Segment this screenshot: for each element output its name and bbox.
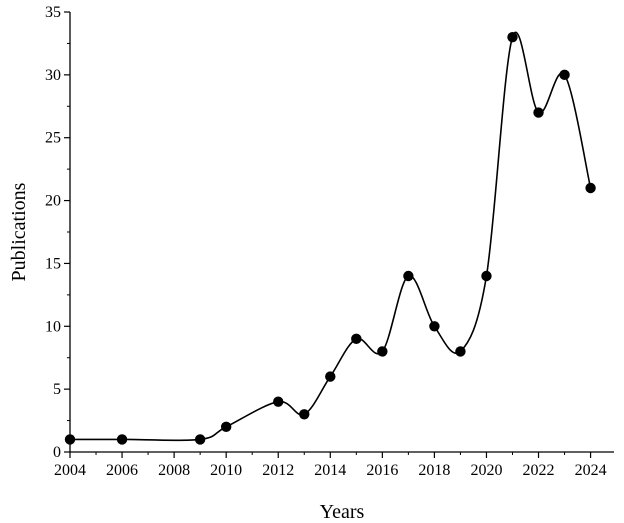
data-point — [481, 270, 492, 282]
x-tick-label: 2008 — [158, 462, 190, 479]
data-point — [351, 333, 362, 345]
data-point — [325, 371, 336, 382]
data-point — [194, 434, 206, 445]
x-tick-label: 2004 — [54, 462, 86, 479]
y-tick-label: 0 — [53, 444, 61, 461]
x-axis-title: Years — [320, 501, 365, 523]
data-point — [507, 31, 518, 43]
x-tick-label: 2012 — [262, 462, 294, 479]
points-group — [64, 31, 596, 445]
y-tick-label: 30 — [45, 67, 61, 84]
x-tick-label: 2018 — [418, 462, 450, 479]
y-tick-label: 35 — [45, 4, 61, 21]
data-point — [429, 321, 440, 332]
y-tick-label: 5 — [53, 381, 61, 398]
x-tick-label: 2010 — [210, 462, 242, 479]
x-tick-label: 2022 — [523, 462, 555, 479]
data-point — [403, 270, 414, 282]
data-point — [116, 434, 128, 445]
x-tick-label: 2014 — [314, 462, 346, 479]
x-tick-label: 2024 — [575, 462, 607, 479]
data-point — [64, 434, 76, 445]
x-tick-label: 2016 — [366, 462, 398, 479]
data-point — [273, 396, 284, 407]
data-point — [377, 346, 388, 357]
data-point — [585, 182, 596, 194]
ticks-group: 2004 2006 2008 2010 2012 2014 2016 2018 2020 2022… — [45, 4, 607, 479]
data-point — [533, 107, 544, 118]
y-tick-label: 10 — [45, 318, 61, 335]
y-tick-label: 15 — [45, 255, 61, 272]
y-tick-label: 20 — [45, 193, 61, 210]
axes-group — [69, 12, 614, 453]
y-axis-title: Publications — [8, 182, 30, 281]
data-point — [455, 346, 466, 357]
x-tick-label: 2020 — [470, 462, 502, 479]
data-point — [299, 409, 310, 420]
data-point — [220, 421, 232, 433]
y-tick-label: 25 — [45, 130, 61, 147]
data-point — [559, 69, 570, 81]
x-tick-label: 2006 — [106, 462, 138, 479]
